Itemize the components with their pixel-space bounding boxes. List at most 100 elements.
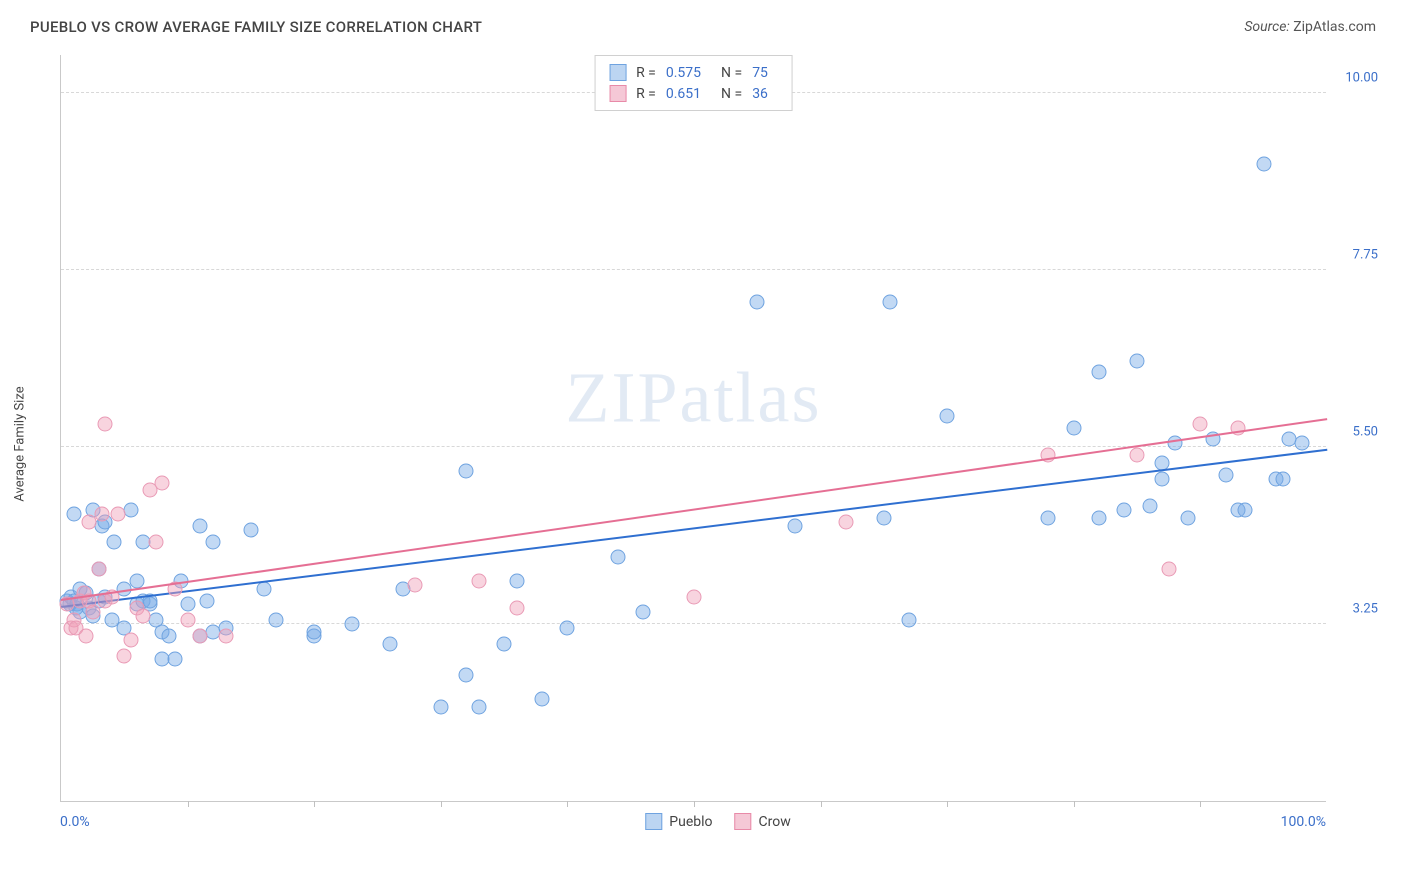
- y-tick-label: 7.75: [1353, 248, 1378, 263]
- x-axis-max-label: 100.0%: [1281, 814, 1326, 830]
- legend-label: Pueblo: [669, 814, 712, 830]
- data-point: [123, 632, 138, 647]
- series-swatch: [645, 813, 662, 830]
- data-point: [1117, 503, 1132, 518]
- stats-row: R = 0.575 N = 75: [609, 62, 778, 83]
- legend-label: Crow: [759, 814, 791, 830]
- trend-line: [61, 418, 1327, 601]
- data-point: [161, 628, 176, 643]
- x-tick: [947, 801, 948, 807]
- x-tick: [1200, 801, 1201, 807]
- data-point: [1130, 353, 1145, 368]
- legend-item: Pueblo: [645, 813, 712, 830]
- data-point: [1092, 510, 1107, 525]
- y-tick-label: 5.50: [1353, 425, 1378, 440]
- data-point: [471, 699, 486, 714]
- x-tick: [1074, 801, 1075, 807]
- data-point: [1193, 416, 1208, 431]
- series-swatch: [609, 85, 626, 102]
- data-point: [155, 475, 170, 490]
- stats-legend-box: R = 0.575 N = 75 R = 0.651 N = 36: [594, 55, 793, 111]
- data-point: [1041, 510, 1056, 525]
- gridline-h: [61, 269, 1326, 270]
- data-point: [123, 503, 138, 518]
- data-point: [883, 294, 898, 309]
- gridline-h: [61, 623, 1326, 624]
- x-tick: [567, 801, 568, 807]
- data-point: [1066, 420, 1081, 435]
- data-point: [218, 628, 233, 643]
- y-tick-label: 3.25: [1353, 602, 1378, 617]
- bottom-legend: Pueblo Crow: [645, 813, 790, 830]
- stat-n-value: 75: [752, 65, 768, 81]
- series-swatch: [609, 64, 626, 81]
- stat-r-value: 0.651: [666, 86, 701, 102]
- data-point: [433, 699, 448, 714]
- data-point: [1256, 157, 1271, 172]
- data-point: [459, 463, 474, 478]
- data-point: [85, 605, 100, 620]
- data-point: [110, 507, 125, 522]
- data-point: [471, 573, 486, 588]
- data-point: [345, 617, 360, 632]
- stat-n-value: 36: [752, 86, 768, 102]
- data-point: [459, 668, 474, 683]
- data-point: [136, 609, 151, 624]
- data-point: [940, 408, 955, 423]
- data-point: [180, 613, 195, 628]
- data-point: [750, 294, 765, 309]
- data-point: [107, 534, 122, 549]
- x-tick: [694, 801, 695, 807]
- data-point: [1142, 499, 1157, 514]
- data-point: [79, 628, 94, 643]
- stat-r-label: R =: [636, 65, 656, 81]
- data-point: [269, 613, 284, 628]
- data-point: [193, 628, 208, 643]
- data-point: [560, 621, 575, 636]
- data-point: [1294, 436, 1309, 451]
- y-axis-label: Average Family Size: [13, 386, 28, 501]
- y-tick-label: 10.00: [1345, 71, 1378, 86]
- series-swatch: [735, 813, 752, 830]
- data-point: [902, 613, 917, 628]
- x-tick: [188, 801, 189, 807]
- data-point: [383, 636, 398, 651]
- stat-r-label: R =: [636, 86, 656, 102]
- x-tick: [314, 801, 315, 807]
- source-attribution: Source: ZipAtlas.com: [1244, 19, 1376, 35]
- stats-row: R = 0.651 N = 36: [609, 83, 778, 104]
- data-point: [788, 518, 803, 533]
- data-point: [129, 573, 144, 588]
- data-point: [66, 507, 81, 522]
- data-point: [1130, 448, 1145, 463]
- data-point: [148, 534, 163, 549]
- data-point: [1161, 562, 1176, 577]
- data-point: [307, 624, 322, 639]
- data-point: [1237, 503, 1252, 518]
- data-point: [117, 648, 132, 663]
- data-point: [94, 507, 109, 522]
- data-point: [193, 518, 208, 533]
- stat-n-label: N =: [721, 65, 742, 81]
- data-point: [1092, 365, 1107, 380]
- stat-r-value: 0.575: [666, 65, 701, 81]
- data-point: [497, 636, 512, 651]
- data-point: [1180, 510, 1195, 525]
- data-point: [167, 652, 182, 667]
- chart-container: Average Family Size ZIPatlas R =0.575N =…: [50, 55, 1386, 832]
- data-point: [205, 534, 220, 549]
- plot-area: ZIPatlas R =0.575N =75R =0.651N =36 3.25…: [60, 55, 1326, 802]
- data-point: [876, 510, 891, 525]
- x-tick: [441, 801, 442, 807]
- x-axis-min-label: 0.0%: [60, 814, 90, 830]
- data-point: [636, 605, 651, 620]
- data-point: [199, 593, 214, 608]
- x-tick: [821, 801, 822, 807]
- data-point: [91, 562, 106, 577]
- stat-n-label: N =: [721, 86, 742, 102]
- data-point: [98, 416, 113, 431]
- chart-title: PUEBLO VS CROW AVERAGE FAMILY SIZE CORRE…: [30, 18, 482, 36]
- data-point: [838, 514, 853, 529]
- data-point: [611, 550, 626, 565]
- data-point: [1275, 471, 1290, 486]
